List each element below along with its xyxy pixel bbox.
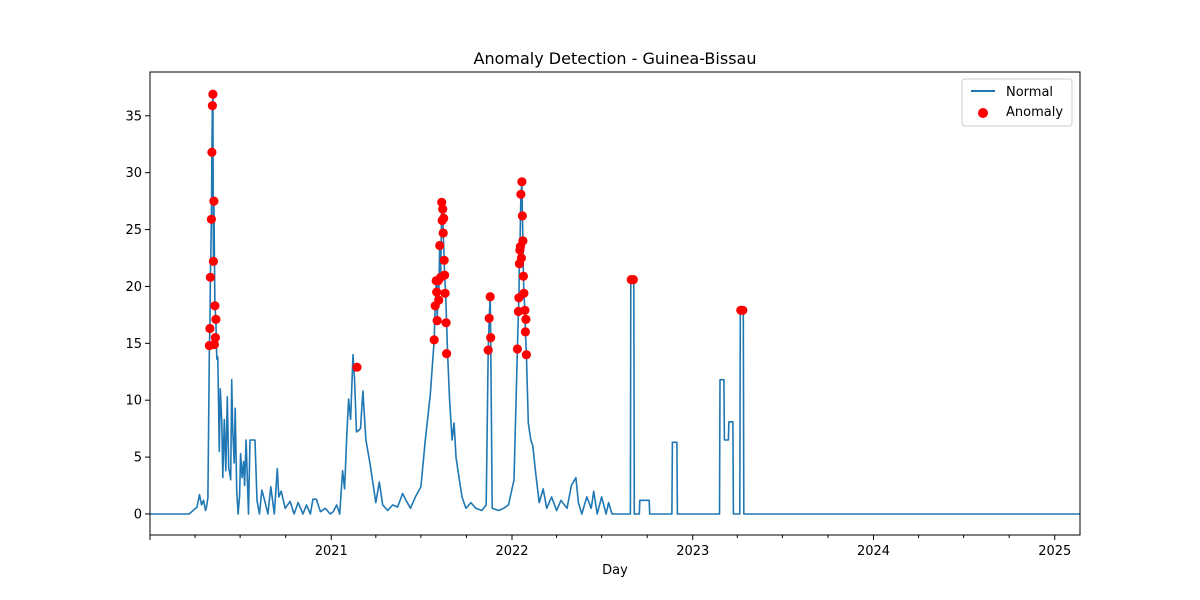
anomaly-point <box>628 275 638 285</box>
y-tick-label: 10 <box>125 394 142 409</box>
anomaly-point <box>519 288 529 298</box>
anomaly-point <box>438 204 448 214</box>
chart-title: Anomaly Detection - Guinea-Bissau <box>474 49 757 68</box>
anomaly-point <box>210 301 220 311</box>
anomaly-point <box>208 89 218 99</box>
y-tick-label: 0 <box>134 507 142 522</box>
anomaly-point <box>520 305 530 315</box>
x-axis: 2021 2022 2023 2024 2025 <box>149 535 1071 559</box>
anomaly-point <box>209 196 219 206</box>
anomaly-point <box>521 314 531 324</box>
anomaly-point <box>432 287 442 297</box>
anomaly-point <box>516 189 526 199</box>
x-tick-label: 2021 <box>315 544 348 559</box>
anomaly-point <box>207 147 217 157</box>
anomaly-point <box>483 345 493 355</box>
legend-normal-label: Normal <box>1006 85 1053 100</box>
anomaly-point <box>434 295 444 305</box>
anomaly-point <box>518 236 528 246</box>
anomaly-point <box>484 313 494 323</box>
anomaly-point <box>517 177 527 187</box>
normal-series-line <box>150 93 1080 515</box>
anomaly-point <box>205 272 215 282</box>
anomaly-point <box>486 333 496 343</box>
anomaly-point <box>521 350 532 360</box>
y-tick-label: 35 <box>125 109 142 124</box>
x-tick-label: 2023 <box>676 544 709 559</box>
y-tick-label: 20 <box>125 280 142 295</box>
anomaly-point <box>442 349 452 359</box>
legend-anomaly-swatch <box>978 108 988 118</box>
x-tick-label: 2024 <box>857 544 890 559</box>
anomaly-point <box>439 255 449 265</box>
anomaly-point <box>435 240 445 251</box>
y-tick-label: 30 <box>125 166 142 181</box>
y-axis: 0 5 10 15 20 25 30 35 <box>125 109 150 522</box>
x-axis-label: Day <box>602 563 628 578</box>
legend-anomaly-label: Anomaly <box>1006 105 1063 120</box>
anomaly-point <box>518 271 529 281</box>
plot-frame <box>149 71 1081 536</box>
anomaly-point <box>429 335 439 345</box>
y-tick-label: 15 <box>125 337 142 352</box>
anomaly-point <box>206 214 216 224</box>
x-tick-label: 2022 <box>495 544 528 559</box>
anomaly-point <box>208 256 218 266</box>
anomaly-point <box>210 333 220 343</box>
y-tick-label: 25 <box>125 223 142 238</box>
anomaly-point <box>209 339 219 350</box>
anomaly-point <box>352 362 362 372</box>
anomaly-point <box>207 101 217 111</box>
anomaly-point <box>440 270 450 280</box>
anomaly-point <box>205 323 215 334</box>
anomaly-point <box>441 318 451 328</box>
legend: Normal Anomaly <box>961 78 1073 127</box>
anomaly-point <box>432 316 442 326</box>
anomaly-point <box>437 197 447 207</box>
anomaly-point <box>485 292 495 302</box>
anomaly-point <box>517 211 528 221</box>
anomaly-point <box>439 213 449 223</box>
x-tick-label: 2025 <box>1038 544 1071 559</box>
anomaly-point <box>512 344 523 354</box>
anomaly-point <box>438 228 448 238</box>
anomaly-point <box>440 288 450 298</box>
anomaly-point <box>516 253 527 263</box>
series-layer <box>150 89 1080 515</box>
anomaly-point <box>520 327 531 337</box>
anomaly-point <box>738 305 748 315</box>
anomaly-point <box>211 314 221 324</box>
y-tick-label: 5 <box>134 451 142 466</box>
